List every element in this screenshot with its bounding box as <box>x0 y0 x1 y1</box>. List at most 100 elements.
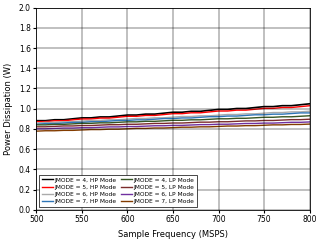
JMODE = 6, HP Mode <box>62 120 66 123</box>
JMODE = 4, HP Mode <box>207 109 211 112</box>
JMODE = 5, LP Mode <box>107 123 111 126</box>
JMODE = 4, HP Mode <box>235 107 239 110</box>
JMODE = 4, HP Mode <box>262 105 266 108</box>
JMODE = 5, LP Mode <box>117 123 120 126</box>
JMODE = 7, LP Mode <box>71 129 75 132</box>
JMODE = 6, HP Mode <box>226 113 230 116</box>
JMODE = 5, HP Mode <box>62 119 66 122</box>
JMODE = 6, HP Mode <box>280 111 284 114</box>
Y-axis label: Power Dissipation (W): Power Dissipation (W) <box>4 62 13 155</box>
JMODE = 4, LP Mode <box>126 120 129 123</box>
JMODE = 7, LP Mode <box>226 125 230 128</box>
JMODE = 7, LP Mode <box>162 127 166 130</box>
JMODE = 5, HP Mode <box>271 107 275 110</box>
JMODE = 7, LP Mode <box>171 126 175 129</box>
JMODE = 7, LP Mode <box>198 125 202 128</box>
JMODE = 4, LP Mode <box>299 115 302 118</box>
JMODE = 5, LP Mode <box>153 122 157 125</box>
Legend: JMODE = 4, HP Mode, JMODE = 5, HP Mode, JMODE = 6, HP Mode, JMODE = 7, HP Mode, : JMODE = 4, HP Mode, JMODE = 5, HP Mode, … <box>39 174 197 207</box>
JMODE = 6, LP Mode <box>98 126 102 129</box>
JMODE = 6, HP Mode <box>299 110 302 113</box>
JMODE = 5, HP Mode <box>207 111 211 113</box>
JMODE = 7, LP Mode <box>271 123 275 126</box>
JMODE = 4, LP Mode <box>98 122 102 124</box>
JMODE = 7, HP Mode <box>134 118 138 121</box>
JMODE = 7, HP Mode <box>62 122 66 124</box>
JMODE = 4, HP Mode <box>198 110 202 113</box>
JMODE = 7, HP Mode <box>98 120 102 123</box>
JMODE = 4, LP Mode <box>244 117 248 120</box>
JMODE = 4, LP Mode <box>253 116 257 119</box>
JMODE = 6, LP Mode <box>44 127 48 130</box>
JMODE = 5, LP Mode <box>53 125 56 128</box>
JMODE = 5, LP Mode <box>207 121 211 124</box>
JMODE = 7, LP Mode <box>153 127 157 130</box>
JMODE = 4, LP Mode <box>189 118 193 121</box>
JMODE = 7, LP Mode <box>180 126 184 129</box>
JMODE = 6, HP Mode <box>71 120 75 123</box>
JMODE = 7, LP Mode <box>280 123 284 126</box>
Line: JMODE = 6, HP Mode: JMODE = 6, HP Mode <box>36 111 309 123</box>
JMODE = 5, HP Mode <box>117 116 120 119</box>
JMODE = 5, LP Mode <box>198 121 202 124</box>
JMODE = 6, HP Mode <box>189 115 193 118</box>
JMODE = 6, HP Mode <box>271 111 275 114</box>
JMODE = 4, LP Mode <box>162 119 166 122</box>
JMODE = 6, LP Mode <box>144 125 148 128</box>
JMODE = 5, LP Mode <box>44 125 48 128</box>
JMODE = 6, LP Mode <box>171 124 175 127</box>
JMODE = 4, LP Mode <box>217 117 221 120</box>
JMODE = 6, HP Mode <box>134 117 138 120</box>
JMODE = 5, LP Mode <box>253 120 257 122</box>
JMODE = 5, HP Mode <box>217 110 221 113</box>
JMODE = 6, LP Mode <box>80 126 84 129</box>
JMODE = 5, LP Mode <box>280 119 284 122</box>
JMODE = 7, LP Mode <box>98 128 102 131</box>
JMODE = 4, HP Mode <box>226 108 230 111</box>
JMODE = 6, HP Mode <box>98 119 102 122</box>
JMODE = 6, LP Mode <box>34 127 38 130</box>
JMODE = 6, HP Mode <box>144 117 148 120</box>
JMODE = 4, HP Mode <box>171 111 175 114</box>
JMODE = 6, HP Mode <box>107 118 111 121</box>
JMODE = 5, LP Mode <box>290 118 293 121</box>
JMODE = 5, HP Mode <box>262 107 266 110</box>
JMODE = 6, HP Mode <box>198 114 202 117</box>
JMODE = 7, HP Mode <box>117 119 120 122</box>
JMODE = 7, HP Mode <box>262 113 266 116</box>
JMODE = 7, LP Mode <box>44 129 48 132</box>
JMODE = 4, HP Mode <box>34 119 38 122</box>
JMODE = 6, HP Mode <box>89 119 93 122</box>
JMODE = 4, LP Mode <box>117 121 120 124</box>
JMODE = 5, HP Mode <box>89 118 93 121</box>
JMODE = 4, HP Mode <box>290 104 293 107</box>
JMODE = 7, LP Mode <box>217 125 221 128</box>
JMODE = 6, LP Mode <box>271 122 275 125</box>
JMODE = 7, HP Mode <box>171 117 175 120</box>
JMODE = 7, LP Mode <box>107 128 111 131</box>
JMODE = 6, LP Mode <box>198 123 202 126</box>
JMODE = 4, LP Mode <box>134 120 138 123</box>
JMODE = 5, HP Mode <box>171 112 175 115</box>
JMODE = 7, HP Mode <box>44 122 48 125</box>
JMODE = 4, HP Mode <box>134 113 138 116</box>
JMODE = 5, LP Mode <box>34 125 38 128</box>
JMODE = 4, LP Mode <box>80 122 84 125</box>
JMODE = 7, LP Mode <box>244 124 248 127</box>
JMODE = 4, LP Mode <box>71 122 75 125</box>
JMODE = 7, HP Mode <box>207 115 211 118</box>
JMODE = 5, HP Mode <box>44 120 48 123</box>
JMODE = 7, HP Mode <box>107 120 111 122</box>
JMODE = 7, LP Mode <box>53 129 56 132</box>
JMODE = 4, HP Mode <box>189 110 193 113</box>
JMODE = 4, LP Mode <box>171 119 175 122</box>
JMODE = 5, LP Mode <box>189 121 193 124</box>
JMODE = 6, HP Mode <box>44 121 48 124</box>
JMODE = 4, LP Mode <box>53 123 56 126</box>
JMODE = 6, HP Mode <box>53 121 56 124</box>
JMODE = 5, HP Mode <box>153 114 157 117</box>
JMODE = 4, HP Mode <box>89 116 93 119</box>
JMODE = 7, HP Mode <box>198 116 202 119</box>
JMODE = 4, LP Mode <box>207 118 211 121</box>
JMODE = 5, LP Mode <box>217 120 221 123</box>
